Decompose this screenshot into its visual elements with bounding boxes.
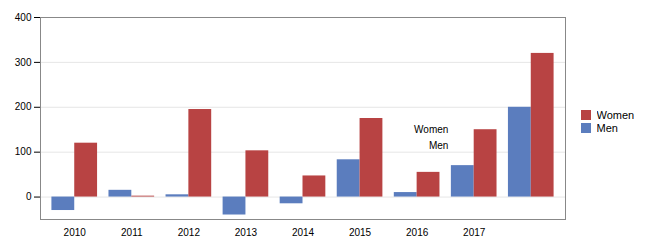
- html-text:Women: Women: [596, 109, 635, 122]
- svg-text:100: 100: [15, 146, 32, 157]
- svg-text:2011: 2011: [121, 227, 143, 238]
- svg-text:2016: 2016: [406, 227, 429, 238]
- svg-text:2012: 2012: [178, 227, 201, 238]
- svg-text:2015: 2015: [349, 227, 372, 238]
- svg-text:2013: 2013: [235, 227, 258, 238]
- svg-text:2017: 2017: [463, 227, 486, 238]
- svg-text:0: 0: [26, 191, 32, 202]
- svg-text:300: 300: [15, 57, 32, 68]
- svg-text:Women: Women: [414, 124, 448, 135]
- svg-text:200: 200: [15, 101, 32, 112]
- html-text:Men: Men: [596, 122, 618, 135]
- svg-text:Men: Men: [429, 140, 448, 151]
- svg-text:400: 400: [15, 12, 32, 23]
- svg-text:2010: 2010: [64, 227, 87, 238]
- svg-text:2014: 2014: [292, 227, 315, 238]
